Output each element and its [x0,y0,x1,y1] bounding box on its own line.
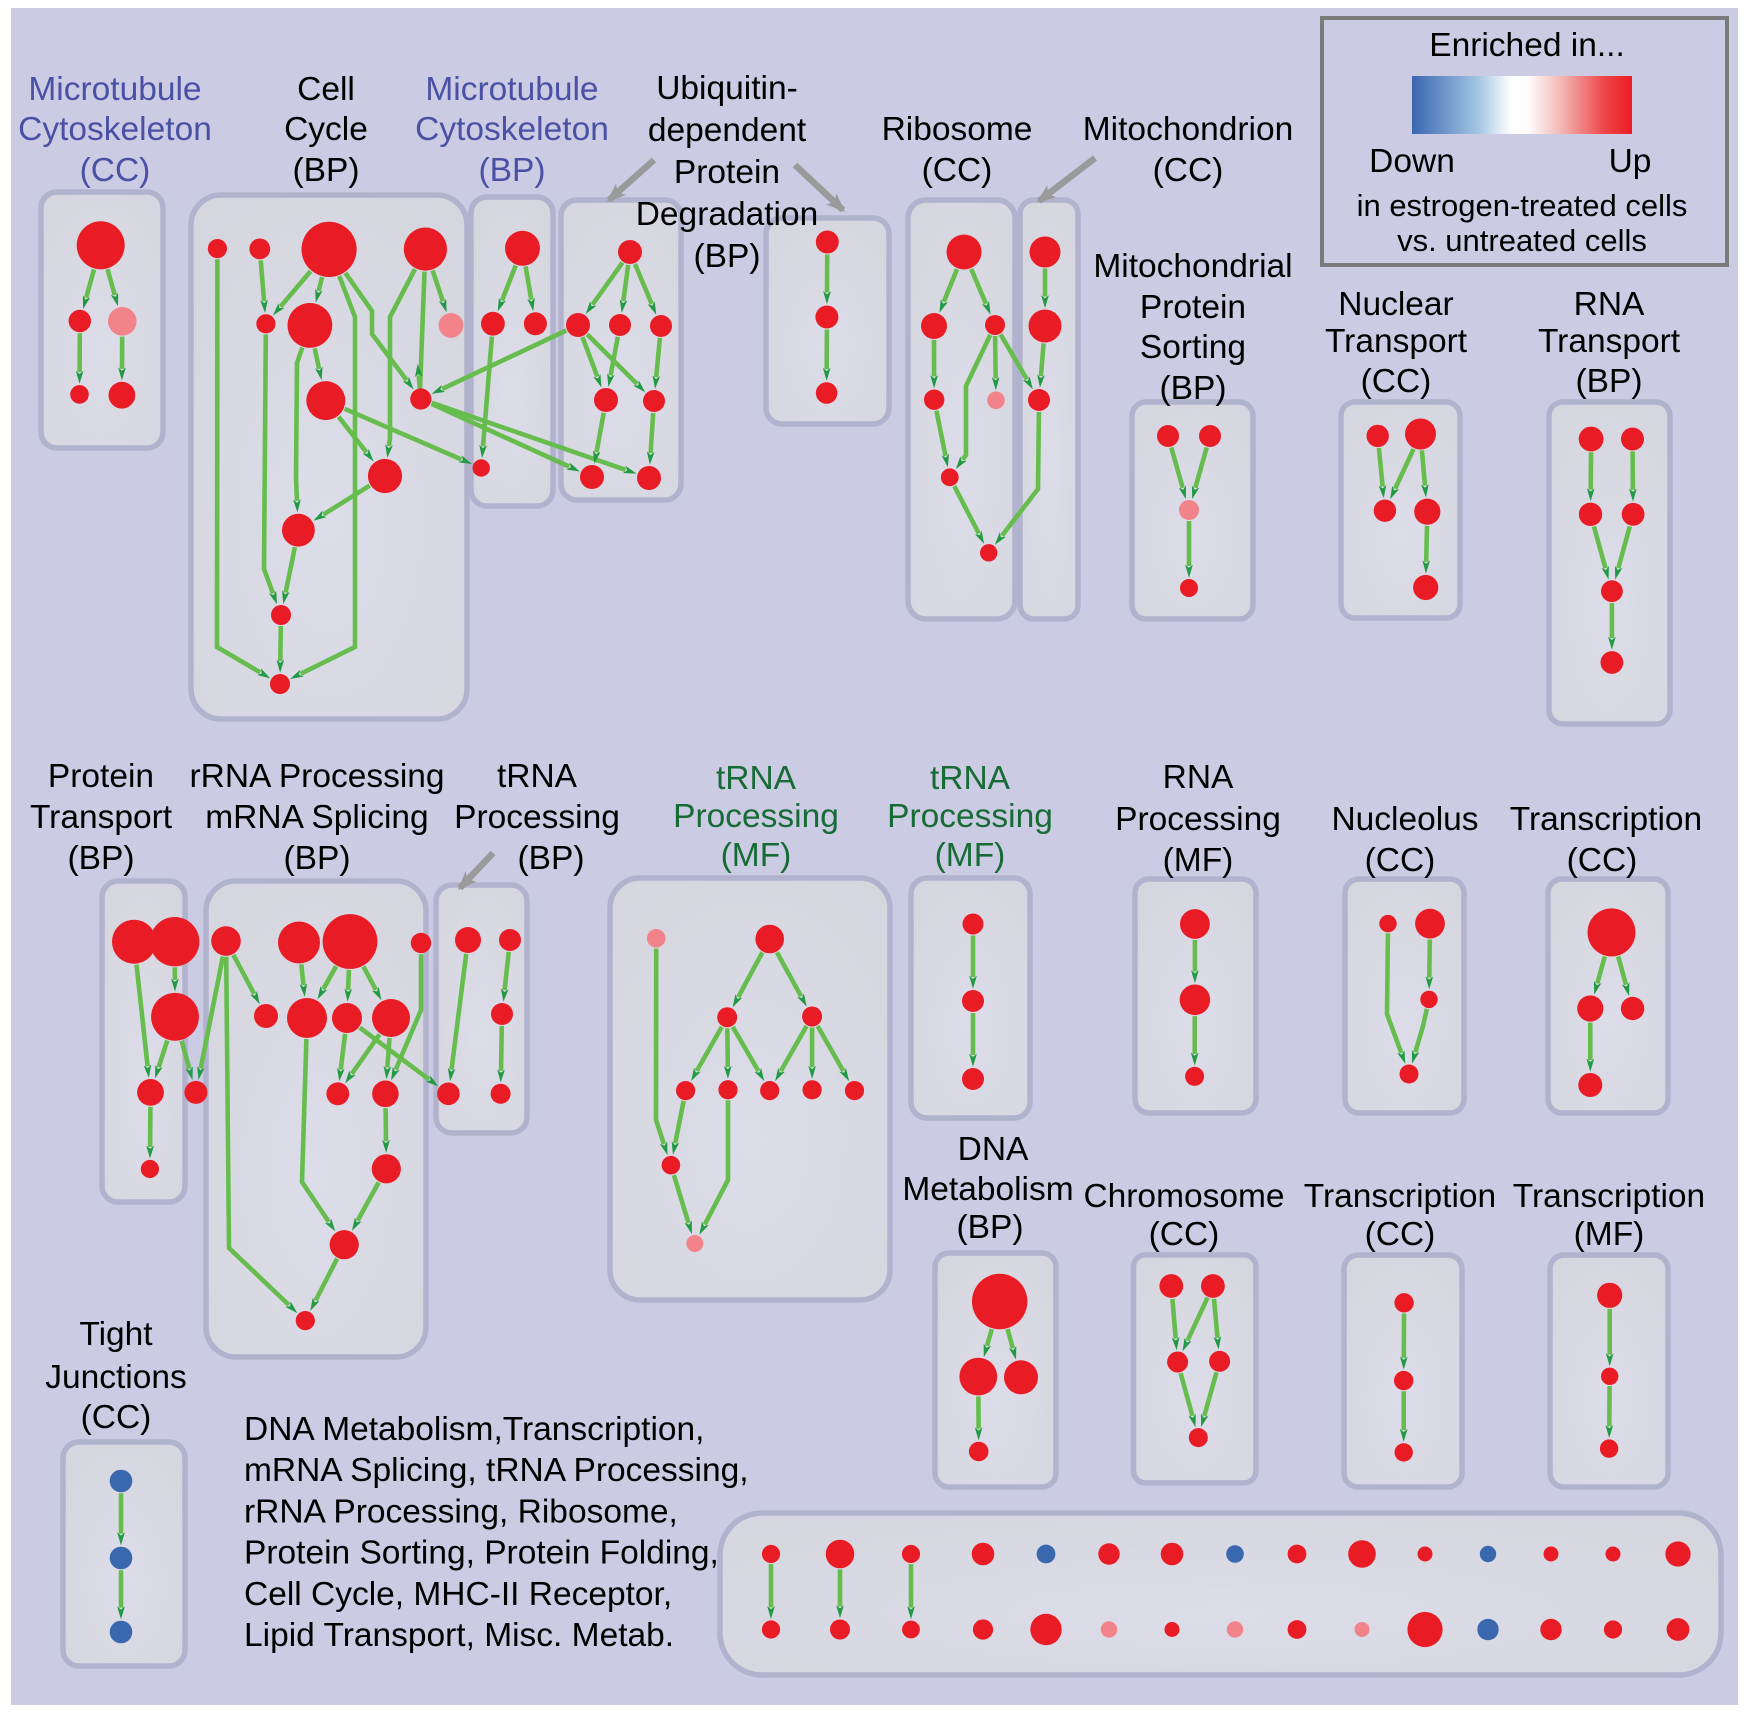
svg-text:in estrogen-treated cells: in estrogen-treated cells [1357,188,1688,223]
svg-text:(BP): (BP) [68,840,135,877]
svg-text:(CC): (CC) [1149,1216,1220,1253]
svg-text:(CC): (CC) [922,152,993,189]
svg-text:tRNA: tRNA [930,760,1011,797]
svg-text:Protein Sorting, Protein Foldi: Protein Sorting, Protein Folding, [244,1535,719,1572]
svg-text:RNA: RNA [1574,286,1645,323]
svg-text:Cytoskeleton: Cytoskeleton [415,111,609,148]
svg-text:(CC): (CC) [1153,152,1224,189]
svg-text:tRNA: tRNA [716,760,797,797]
svg-text:Transcription: Transcription [1513,1178,1705,1215]
svg-text:(MF): (MF) [935,837,1006,874]
svg-text:rRNA Processing, Ribosome,: rRNA Processing, Ribosome, [244,1493,678,1530]
svg-text:rRNA Processing: rRNA Processing [189,758,444,795]
svg-text:(MF): (MF) [1574,1216,1645,1253]
svg-text:Ubiquitin-: Ubiquitin- [656,70,798,107]
svg-text:DNA: DNA [958,1131,1029,1168]
svg-text:tRNA: tRNA [497,758,578,795]
svg-text:Degradation: Degradation [636,196,819,233]
svg-text:Cytoskeleton: Cytoskeleton [18,111,212,148]
svg-text:Enriched in...: Enriched in... [1429,27,1625,64]
svg-text:Protein: Protein [48,758,154,795]
svg-text:Mitochondrion: Mitochondrion [1083,111,1293,148]
svg-text:(BP): (BP) [694,238,761,275]
svg-text:RNA: RNA [1163,759,1234,796]
svg-text:(CC): (CC) [1365,1216,1436,1253]
svg-text:Cell Cycle, MHC-II Receptor,: Cell Cycle, MHC-II Receptor, [244,1576,672,1613]
svg-text:Tight: Tight [79,1316,153,1353]
svg-text:(MF): (MF) [721,837,792,874]
svg-text:(CC): (CC) [81,1399,152,1436]
svg-text:Cycle: Cycle [284,111,368,148]
svg-text:(BP): (BP) [518,840,585,877]
svg-text:DNA Metabolism,Transcription,: DNA Metabolism,Transcription, [244,1411,704,1448]
svg-text:Cell: Cell [297,71,355,108]
svg-text:vs. untreated cells: vs. untreated cells [1397,223,1647,258]
svg-text:Ribosome: Ribosome [882,111,1033,148]
svg-text:Processing: Processing [887,798,1053,835]
svg-text:Up: Up [1609,143,1652,180]
svg-text:(BP): (BP) [957,1209,1024,1246]
svg-text:Protein: Protein [1140,289,1246,326]
svg-text:Down: Down [1369,143,1455,180]
svg-text:Sorting: Sorting [1140,329,1246,366]
svg-text:Mitochondrial: Mitochondrial [1093,248,1292,285]
svg-text:Processing: Processing [454,799,620,836]
svg-text:(BP): (BP) [1576,363,1643,400]
svg-text:(CC): (CC) [1567,842,1638,879]
svg-text:(CC): (CC) [1361,363,1432,400]
svg-text:Transcription: Transcription [1304,1178,1496,1215]
svg-text:Transport: Transport [30,799,173,836]
svg-text:Lipid Transport, Misc. Metab.: Lipid Transport, Misc. Metab. [244,1617,674,1654]
svg-text:mRNA Splicing, tRNA Processing: mRNA Splicing, tRNA Processing, [244,1452,749,1489]
svg-text:Chromosome: Chromosome [1083,1178,1284,1215]
svg-text:mRNA Splicing: mRNA Splicing [205,799,428,836]
svg-text:dependent: dependent [648,112,807,149]
svg-text:Processing: Processing [673,798,839,835]
svg-text:Microtubule: Microtubule [28,71,201,108]
svg-text:Nucleolus: Nucleolus [1331,801,1478,838]
svg-text:Microtubule: Microtubule [425,71,598,108]
svg-text:Transport: Transport [1538,323,1681,360]
svg-text:(BP): (BP) [284,840,351,877]
svg-text:Transcription: Transcription [1510,801,1702,838]
svg-text:Metabolism: Metabolism [902,1171,1073,1208]
svg-text:(MF): (MF) [1163,842,1234,879]
svg-text:Nuclear: Nuclear [1338,286,1453,323]
svg-text:(BP): (BP) [479,152,546,189]
svg-text:(CC): (CC) [80,152,151,189]
svg-text:Transport: Transport [1325,323,1468,360]
svg-text:(CC): (CC) [1365,842,1436,879]
svg-text:(BP): (BP) [1160,370,1227,407]
svg-text:Junctions: Junctions [45,1359,187,1396]
svg-text:Processing: Processing [1115,801,1281,838]
svg-text:Protein: Protein [674,154,780,191]
svg-text:(BP): (BP) [293,152,360,189]
